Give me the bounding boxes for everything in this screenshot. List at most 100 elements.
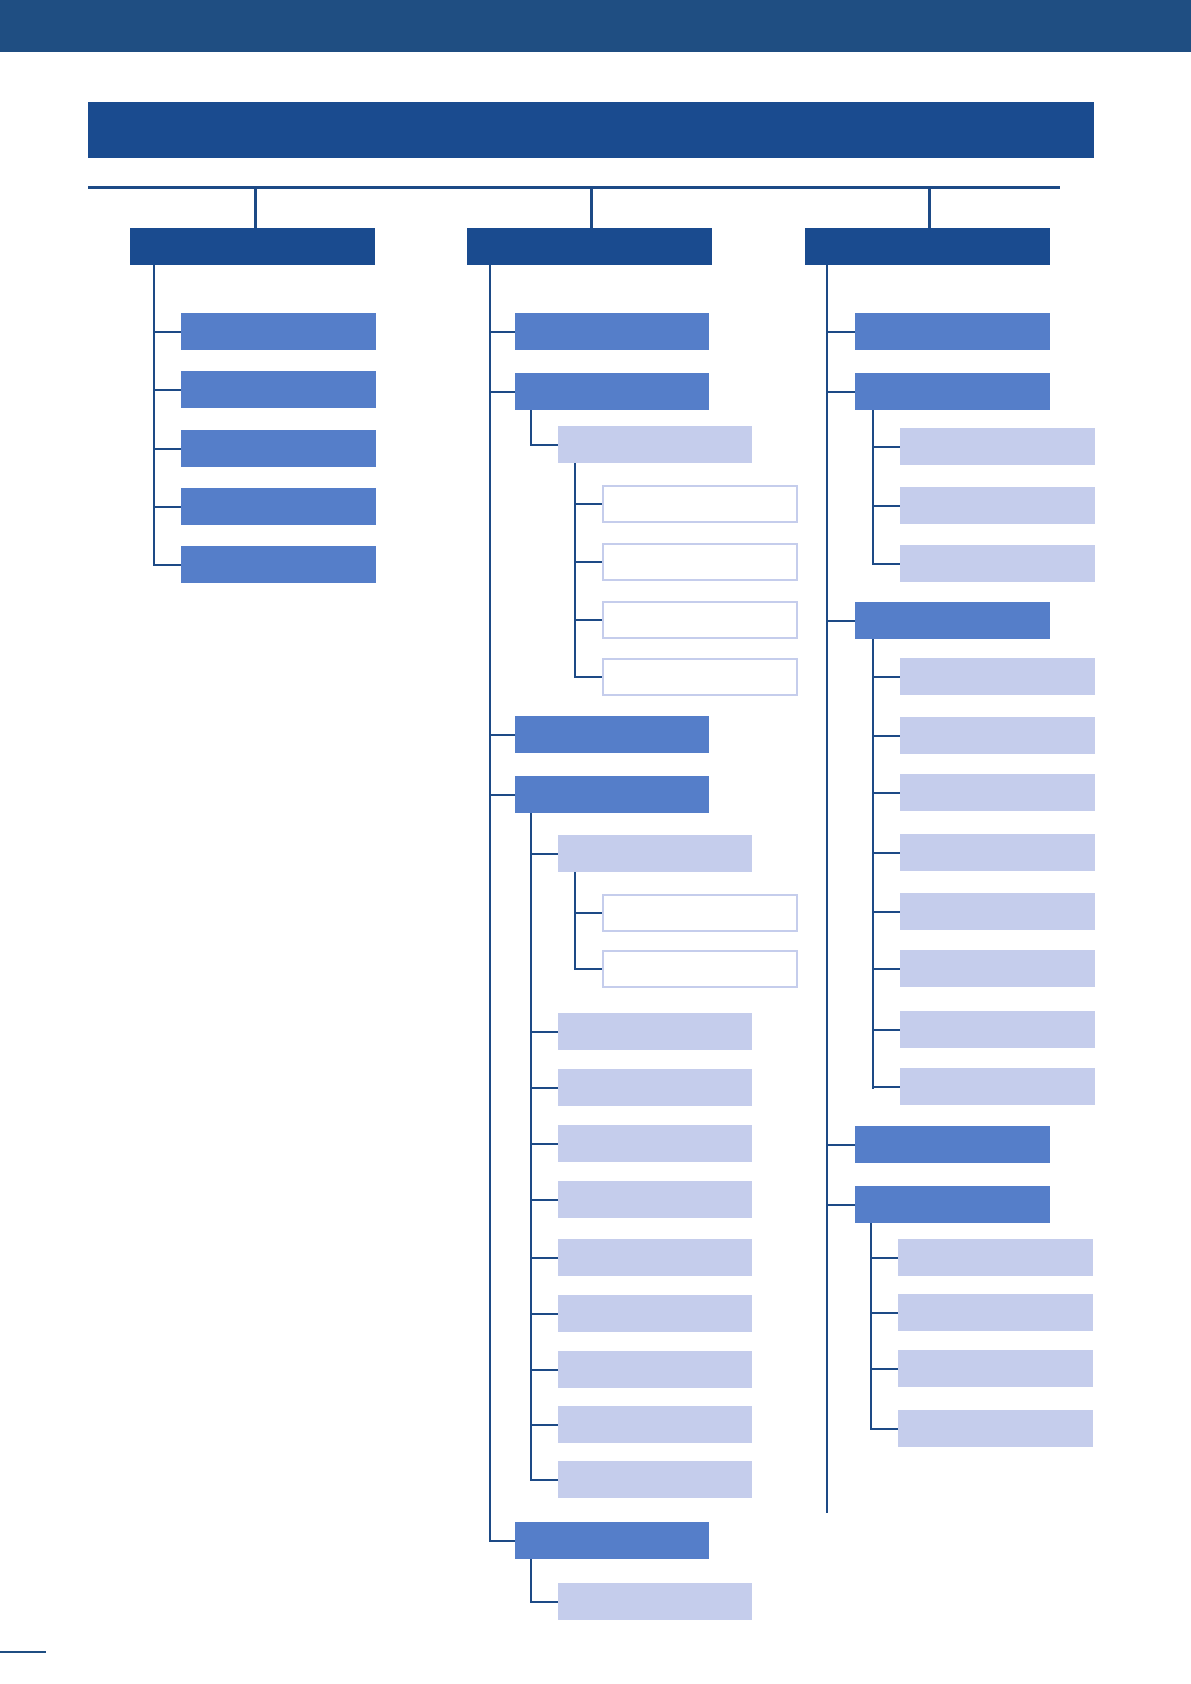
col2-item-d-sub-2 [558,1013,752,1050]
col3-item-b-sub-1 [900,428,1095,465]
connector [530,1031,558,1033]
connector [574,912,602,914]
col2-item-d-sub-10 [558,1461,752,1498]
col2-detail-6 [602,950,798,988]
col2-detail-3 [602,601,798,639]
connector [489,391,515,393]
col2-item-d-sub-7 [558,1295,752,1332]
col2-item-d-sub-9 [558,1406,752,1443]
col2-detail-1 [602,485,798,523]
connector [489,331,515,333]
connector [530,1199,558,1201]
top-connector-rail [88,186,1060,189]
connector [872,563,900,565]
col2-spine [489,265,491,1542]
connector [826,1144,855,1146]
connector [872,505,900,507]
connector [574,676,602,678]
col2-item-e-spine [530,1559,532,1603]
col2-item-d-sub-1-spine [574,872,576,969]
connector [872,446,900,448]
col3-spine [826,265,828,1513]
connector [872,852,900,854]
connector [872,792,900,794]
col3-item-b-sub-3 [900,545,1095,582]
connector [530,1601,558,1603]
col3-item-e-sub-1 [898,1239,1093,1276]
connector [530,1257,558,1259]
col3-item-b-spine [872,410,874,565]
connector [530,1143,558,1145]
top-header-band [0,0,1191,52]
col3-item-e-sub-2 [898,1294,1093,1331]
col2-item-d-sub-3 [558,1069,752,1106]
col2-item-b [515,373,709,410]
col2-item-d-sub-1 [558,835,752,872]
col3-header-box [805,228,1050,265]
col3-item-b [855,373,1050,410]
connector [489,794,515,796]
connector [826,1204,855,1206]
connector [574,619,602,621]
connector [872,911,900,913]
connector [826,391,855,393]
connector [872,1086,900,1088]
col2-item-e-sub [558,1583,752,1620]
col2-item-d-spine [530,813,532,1480]
col3-item-c-sub-4 [900,834,1095,871]
col2-detail-5 [602,894,798,932]
connector [530,1479,558,1481]
col1-item-2 [181,371,376,408]
col2-item-b-sub [558,426,752,463]
connector [826,620,855,622]
connector [574,561,602,563]
connector [530,444,558,446]
col2-item-d-sub-8 [558,1351,752,1388]
col3-item-c-sub-5 [900,893,1095,930]
connector [153,506,181,508]
footer-rule [0,1651,46,1653]
connector [489,1540,515,1542]
connector [153,564,181,566]
connector [530,1313,558,1315]
connector [872,968,900,970]
connector [530,1369,558,1371]
col3-item-e [855,1186,1050,1223]
col2-item-d-sub-4 [558,1125,752,1162]
col2-detail-2 [602,543,798,581]
connector [574,503,602,505]
col2-detail-4 [602,658,798,696]
col1-header-box [130,228,375,265]
col3-item-b-sub-2 [900,487,1095,524]
col3-item-c-sub-2 [900,717,1095,754]
col3-item-d [855,1126,1050,1163]
col3-item-e-spine [870,1223,872,1430]
connector-col2-drop [590,186,593,228]
connector [870,1428,898,1430]
connector-col3-drop [928,186,931,228]
col3-item-c-sub-8 [900,1068,1095,1105]
connector [153,448,181,450]
connector [870,1312,898,1314]
col3-item-c-sub-6 [900,950,1095,987]
col3-item-c-sub-1 [900,658,1095,695]
col2-header-box [467,228,712,265]
connector [530,1087,558,1089]
connector [872,676,900,678]
connector [872,1029,900,1031]
col3-item-c-sub-3 [900,774,1095,811]
col2-item-b-spine [530,410,532,446]
col3-item-c-sub-7 [900,1011,1095,1048]
col2-item-d [515,776,709,813]
connector [530,1424,558,1426]
col3-item-c [855,602,1050,639]
connector [489,734,515,736]
connector [870,1368,898,1370]
col3-item-e-sub-3 [898,1350,1093,1387]
col1-spine [153,265,155,566]
connector [870,1257,898,1259]
page-title-bar [88,102,1094,158]
col2-item-e [515,1522,709,1559]
col1-item-3 [181,430,376,467]
connector [530,853,558,855]
